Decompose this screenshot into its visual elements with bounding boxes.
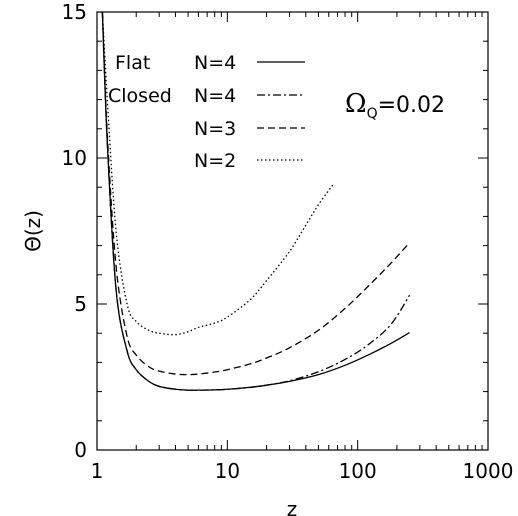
x-tick-label: 10 [215,459,240,483]
x-tick-label: 1 [91,459,104,483]
series-line-closed-N2 [101,12,334,336]
x-axis-label: z [287,497,298,516]
legend-series-label: N=4 [194,52,236,74]
legend-series-label: N=2 [194,150,236,172]
legend-series-label: N=4 [194,85,236,107]
series-line-closed-N4 [101,12,411,391]
x-tick-label: 1000 [463,459,514,483]
y-tick-label: 10 [62,146,87,170]
omega-annotation: ΩQ=0.02 [345,89,445,122]
plot-frame [96,11,489,451]
y-tick-label: 0 [74,438,87,462]
y-tick-label: 15 [62,0,87,24]
legend: Flat N=4 Closed N=4 N=3 N=2 [108,52,305,172]
legend-group-label: Closed [108,85,172,107]
series-lines [101,12,411,391]
axis-ticks [96,11,489,451]
omega-symbol: Ω [345,89,367,119]
x-tick-label: 100 [339,459,377,483]
omega-value: =0.02 [378,93,445,118]
y-axis-label: Θ(z) [21,210,45,252]
legend-series-label: N=3 [194,118,236,140]
omega-subscript: Q [367,106,378,122]
legend-group-label: Flat [115,52,150,74]
y-tick-label: 5 [74,292,87,316]
tick-labels: 1 10 100 1000 0 5 10 15 [62,0,514,483]
